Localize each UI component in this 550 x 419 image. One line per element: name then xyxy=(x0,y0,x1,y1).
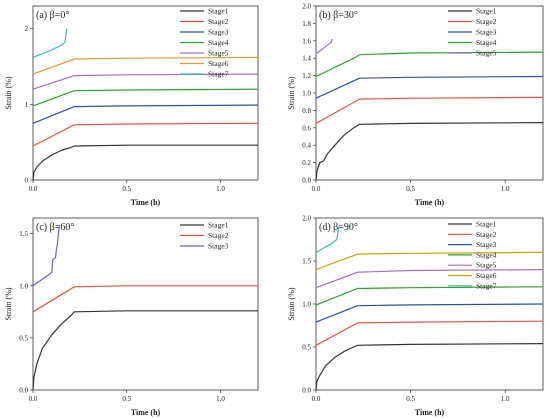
plot-frame xyxy=(32,5,259,181)
y-tick-label: 1.0 xyxy=(19,282,28,290)
y-tick-label: 0.0 xyxy=(302,177,311,185)
panel-title: (c) β=60° xyxy=(36,222,74,233)
x-tick-label: 0.5 xyxy=(122,185,131,193)
y-tick-label: 1.8 xyxy=(302,20,311,28)
y-tick-label: 1.6 xyxy=(302,37,311,45)
x-tick-label: 0.5 xyxy=(406,185,415,193)
plot-frame xyxy=(32,217,259,391)
legend-label: Stage3 xyxy=(476,240,497,249)
series-line-stage1 xyxy=(315,343,544,391)
chart-panel-1: 0.0 0.5 1.0 0.0 0.2 0.4 0.6 0.8 1.0 1.2 1.4 1.6 1.8 2… xyxy=(287,3,544,207)
series-line-stage3 xyxy=(315,303,544,323)
x-axis-label: Time (h) xyxy=(131,408,161,417)
y-tick-label: 2.0 xyxy=(302,215,311,223)
series-line-stage4 xyxy=(315,286,544,306)
y-axis-label: Strain (%) xyxy=(4,76,13,109)
series-line-stage7 xyxy=(32,28,68,58)
series-line-stage4 xyxy=(315,51,544,78)
x-axis-label: Time (h) xyxy=(415,198,445,207)
y-tick-label: 2.0 xyxy=(302,3,311,11)
x-tick-label: 1.0 xyxy=(501,185,510,193)
series-line-stage3 xyxy=(32,104,259,124)
y-tick-label: 0 xyxy=(25,177,29,185)
series-line-stage2 xyxy=(32,285,258,313)
series-line-stage3 xyxy=(32,225,60,287)
x-axis-label: Time (h) xyxy=(131,198,161,207)
y-axis-label: Strain (%) xyxy=(287,287,296,320)
y-tick-label: 1.0 xyxy=(302,90,311,98)
series-line-stage1 xyxy=(32,144,258,181)
y-tick-label: 0.6 xyxy=(302,124,311,132)
series-line-stage5 xyxy=(315,269,544,289)
y-axis-label: Strain (%) xyxy=(287,76,296,109)
x-tick-label: 1.0 xyxy=(216,395,225,403)
panel-title: (a) β=0° xyxy=(36,10,69,21)
legend-label: Stage3 xyxy=(208,28,229,37)
series-line-stage3 xyxy=(315,75,544,99)
x-tick-label: 0.0 xyxy=(312,185,321,193)
plot-frame xyxy=(315,5,544,181)
legend-label: Stage7 xyxy=(476,281,497,290)
y-tick-label: 0.5 xyxy=(19,334,28,342)
legend-label: Stage2 xyxy=(476,230,497,239)
legend-label: Stage5 xyxy=(476,49,497,58)
chart-panel-3: 0.0 0.5 1.0 0.0 0.5 1.0 1.5 2.0 Time (h) Strain (… xyxy=(287,215,544,417)
x-tick-label: 0.0 xyxy=(29,395,38,403)
legend-label: Stage1 xyxy=(476,7,497,16)
legend-label: Stage2 xyxy=(476,17,497,26)
chart-panel-2: 0.0 0.5 1.0 0.0 0.5 1.0 1.5 Time (h) Strain (%) (… xyxy=(4,217,259,417)
y-tick-label: 0.0 xyxy=(302,387,311,395)
series-line-stage2 xyxy=(32,122,259,147)
series-line-stage1 xyxy=(315,122,544,181)
x-tick-label: 0.0 xyxy=(29,185,38,193)
series-line-stage7 xyxy=(315,226,340,253)
y-tick-label: 2 xyxy=(25,25,29,33)
series-line-stage4 xyxy=(32,88,259,107)
series-line-stage1 xyxy=(32,310,258,391)
y-tick-label: 1.4 xyxy=(302,55,311,63)
legend-label: Stage3 xyxy=(476,28,497,37)
y-tick-label: 0.8 xyxy=(302,107,311,115)
y-tick-label: 1.5 xyxy=(19,230,28,238)
y-axis-label: Strain (%) xyxy=(4,287,13,320)
x-tick-label: 0.5 xyxy=(406,395,415,403)
x-tick-label: 1.0 xyxy=(501,395,510,403)
y-tick-label: 1 xyxy=(25,101,29,109)
series-line-stage6 xyxy=(32,56,259,75)
legend-label: Stage5 xyxy=(476,261,497,270)
y-tick-label: 0.0 xyxy=(19,387,28,395)
x-axis-label: Time (h) xyxy=(415,408,445,417)
series-line-stage5 xyxy=(315,38,333,55)
x-tick-label: 1.0 xyxy=(216,185,225,193)
y-tick-label: 1.0 xyxy=(302,301,311,309)
legend-label: Stage6 xyxy=(208,59,229,68)
series-line-stage2 xyxy=(315,96,544,124)
series-line-stage6 xyxy=(315,251,544,271)
y-tick-label: 0.4 xyxy=(302,142,311,150)
legend-label: Stage1 xyxy=(476,220,497,229)
x-tick-label: 0.5 xyxy=(122,395,131,403)
x-tick-label: 0.0 xyxy=(312,395,321,403)
legend-label: Stage7 xyxy=(208,70,229,79)
legend-label: Stage4 xyxy=(476,38,497,47)
legend-label: Stage4 xyxy=(208,38,229,47)
legend-label: Stage1 xyxy=(208,221,229,230)
y-tick-label: 1.5 xyxy=(302,258,311,266)
legend-label: Stage6 xyxy=(476,271,497,280)
legend-label: Stage3 xyxy=(208,242,229,251)
y-tick-label: 0.2 xyxy=(302,159,311,167)
legend-label: Stage4 xyxy=(476,250,497,259)
legend-label: Stage2 xyxy=(208,17,229,26)
panel-title: (b) β=30° xyxy=(319,10,358,21)
legend-label: Stage2 xyxy=(208,231,229,240)
chart-panel-0: 0.0 0.5 1.0 0 1 2 Time (h) Strain (%) (a) β=0° St… xyxy=(4,5,259,207)
legend-label: Stage5 xyxy=(208,49,229,58)
y-tick-label: 0.5 xyxy=(302,344,311,352)
y-tick-label: 1.2 xyxy=(302,72,311,80)
series-line-stage2 xyxy=(315,320,544,346)
legend-label: Stage1 xyxy=(208,7,229,16)
